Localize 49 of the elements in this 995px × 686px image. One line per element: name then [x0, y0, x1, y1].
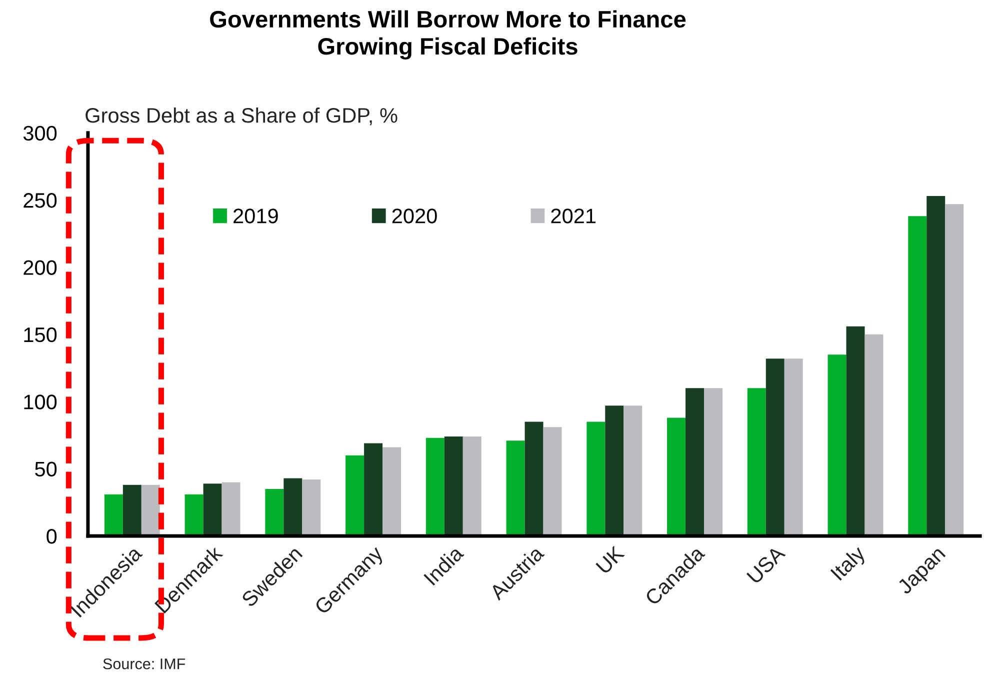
- x-tick-label: USA: [746, 544, 786, 584]
- bar: [624, 406, 642, 536]
- bar: [141, 484, 160, 536]
- bar: [908, 216, 927, 536]
- source-note: Source: IMF: [103, 658, 186, 670]
- bar: [864, 334, 884, 536]
- bar: [926, 196, 946, 536]
- x-tick-label: UK: [596, 545, 626, 574]
- y-tick-label: 50: [35, 462, 57, 477]
- bar: [426, 438, 444, 536]
- bar: [203, 484, 222, 536]
- y-tick-label: 0: [46, 528, 57, 544]
- legend-label: 2021: [551, 208, 596, 224]
- bar: [704, 388, 722, 536]
- bar: [945, 204, 964, 536]
- bar: [462, 436, 482, 536]
- y-tick-label: 300: [23, 126, 57, 141]
- bar: [364, 443, 383, 536]
- bar: [346, 455, 364, 536]
- bar: [784, 358, 803, 536]
- bar: [222, 482, 240, 536]
- bar: [524, 422, 544, 536]
- y-tick-label: 250: [24, 193, 57, 208]
- bar: [543, 427, 562, 536]
- chart-title: Governments Will Borrow More to Finance Growing Fiscal Deficits: [210, 10, 686, 60]
- bar: [302, 480, 321, 536]
- y-axis-title: Gross Debt as a Share of GDP, %: [86, 107, 398, 126]
- bar: [284, 478, 302, 536]
- bar: [766, 358, 784, 536]
- bar: [747, 388, 766, 536]
- bar: [828, 354, 846, 536]
- legend-label: 2020: [392, 208, 437, 224]
- y-tick-label: 100: [24, 394, 57, 410]
- y-tick-label: 200: [24, 260, 57, 275]
- x-tick-label: Italy: [830, 544, 870, 584]
- bar: [506, 440, 525, 536]
- bar: [444, 436, 463, 536]
- bar: [586, 422, 606, 536]
- bar: [184, 494, 204, 536]
- bar: [122, 484, 142, 536]
- bar: [686, 388, 704, 536]
- bar: [382, 447, 402, 536]
- bar: [104, 494, 123, 536]
- bar: [265, 488, 284, 536]
- bar: [605, 406, 624, 536]
- legend-label: 2019: [234, 208, 278, 224]
- bar: [846, 326, 865, 536]
- bar: [667, 418, 686, 536]
- y-tick-label: 150: [24, 327, 57, 342]
